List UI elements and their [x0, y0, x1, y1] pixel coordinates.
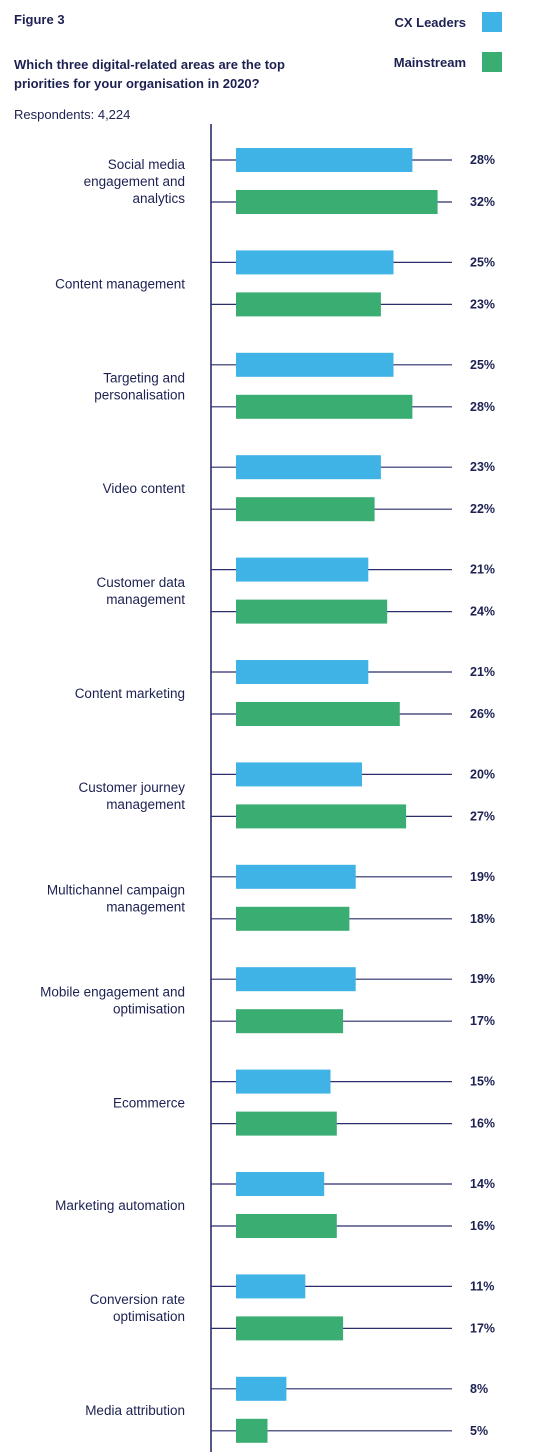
- bar-cx-leaders: [236, 967, 356, 992]
- bar-cx-leaders: [236, 455, 381, 480]
- value-label: 27%: [470, 809, 495, 823]
- value-label: 25%: [470, 358, 495, 372]
- category-label: Marketing automation: [55, 1198, 185, 1213]
- category-label: Content management: [55, 276, 185, 291]
- category-label: Targeting and personalisation: [94, 370, 185, 402]
- category-label: Mobile engagement and optimisation: [40, 985, 185, 1017]
- bar-cx-leaders: [236, 864, 356, 889]
- bar-cx-leaders: [236, 250, 394, 275]
- value-label: 23%: [470, 460, 495, 474]
- bar-cx-leaders: [236, 1069, 331, 1094]
- chart-subtitle: Respondents: 4,224: [14, 107, 131, 122]
- legend-swatch: [482, 52, 502, 72]
- bar-mainstream: [236, 599, 388, 624]
- bar-mainstream: [236, 1214, 337, 1238]
- category-label: Video content: [103, 481, 186, 496]
- category-label: Conversion rate optimisation: [90, 1292, 185, 1324]
- bar-mainstream: [236, 1009, 344, 1034]
- bar-mainstream: [236, 497, 375, 522]
- legend-label: CX Leaders: [394, 14, 466, 30]
- bar-mainstream: [236, 190, 438, 214]
- category-label: Customer data management: [96, 575, 185, 607]
- value-label: 23%: [470, 297, 495, 311]
- value-label: 25%: [470, 255, 495, 269]
- bar-mainstream: [236, 804, 407, 829]
- value-label: 15%: [470, 1075, 495, 1089]
- bar-cx-leaders: [236, 762, 362, 787]
- value-label: 21%: [470, 665, 495, 679]
- bar-cx-leaders: [236, 557, 369, 582]
- bar-cx-leaders: [236, 148, 413, 172]
- value-label: 28%: [470, 153, 495, 167]
- bar-mainstream: [236, 702, 400, 726]
- value-label: 19%: [470, 972, 495, 986]
- value-label: 20%: [470, 767, 495, 781]
- category-label: Ecommerce: [113, 1096, 185, 1111]
- value-label: 19%: [470, 870, 495, 884]
- category-label: Multichannel campaign management: [47, 882, 185, 914]
- bar-cx-leaders: [236, 660, 369, 684]
- legend-item-mainstream: Mainstream: [394, 52, 502, 72]
- category-label: Customer journey management: [78, 780, 185, 812]
- value-label: 24%: [470, 605, 495, 619]
- legend-swatch: [482, 12, 502, 32]
- category-label: Social media engagement and analytics: [84, 157, 186, 206]
- bar-mainstream: [236, 1316, 344, 1341]
- legend-label: Mainstream: [393, 54, 466, 70]
- value-label: 14%: [470, 1177, 495, 1191]
- bar-mainstream: [236, 906, 350, 931]
- value-label: 5%: [470, 1424, 488, 1438]
- value-label: 11%: [470, 1279, 494, 1293]
- bar-mainstream: [236, 1418, 268, 1443]
- value-label: 16%: [470, 1219, 495, 1233]
- value-label: 22%: [470, 502, 495, 516]
- value-label: 28%: [470, 400, 495, 414]
- value-label: 32%: [470, 195, 495, 209]
- value-label: 26%: [470, 707, 495, 721]
- value-label: 18%: [470, 912, 495, 926]
- bar-cx-leaders: [236, 1172, 325, 1196]
- bar-cx-leaders: [236, 1274, 306, 1299]
- value-label: 8%: [470, 1382, 488, 1396]
- bar-cx-leaders: [236, 1376, 287, 1401]
- bar-mainstream: [236, 394, 413, 419]
- bar-mainstream: [236, 292, 381, 317]
- figure-label: Figure 3: [14, 12, 65, 27]
- bar-cx-leaders: [236, 352, 394, 377]
- bar-mainstream: [236, 1111, 337, 1136]
- legend-item-cx-leaders: CX Leaders: [394, 12, 502, 32]
- value-label: 21%: [470, 563, 495, 577]
- value-label: 17%: [470, 1321, 495, 1335]
- category-label: Media attribution: [85, 1403, 185, 1418]
- chart-title: Which three digital-related areas are th…: [14, 57, 285, 91]
- value-label: 16%: [470, 1117, 495, 1131]
- category-label: Content marketing: [75, 686, 185, 701]
- value-label: 17%: [470, 1014, 495, 1028]
